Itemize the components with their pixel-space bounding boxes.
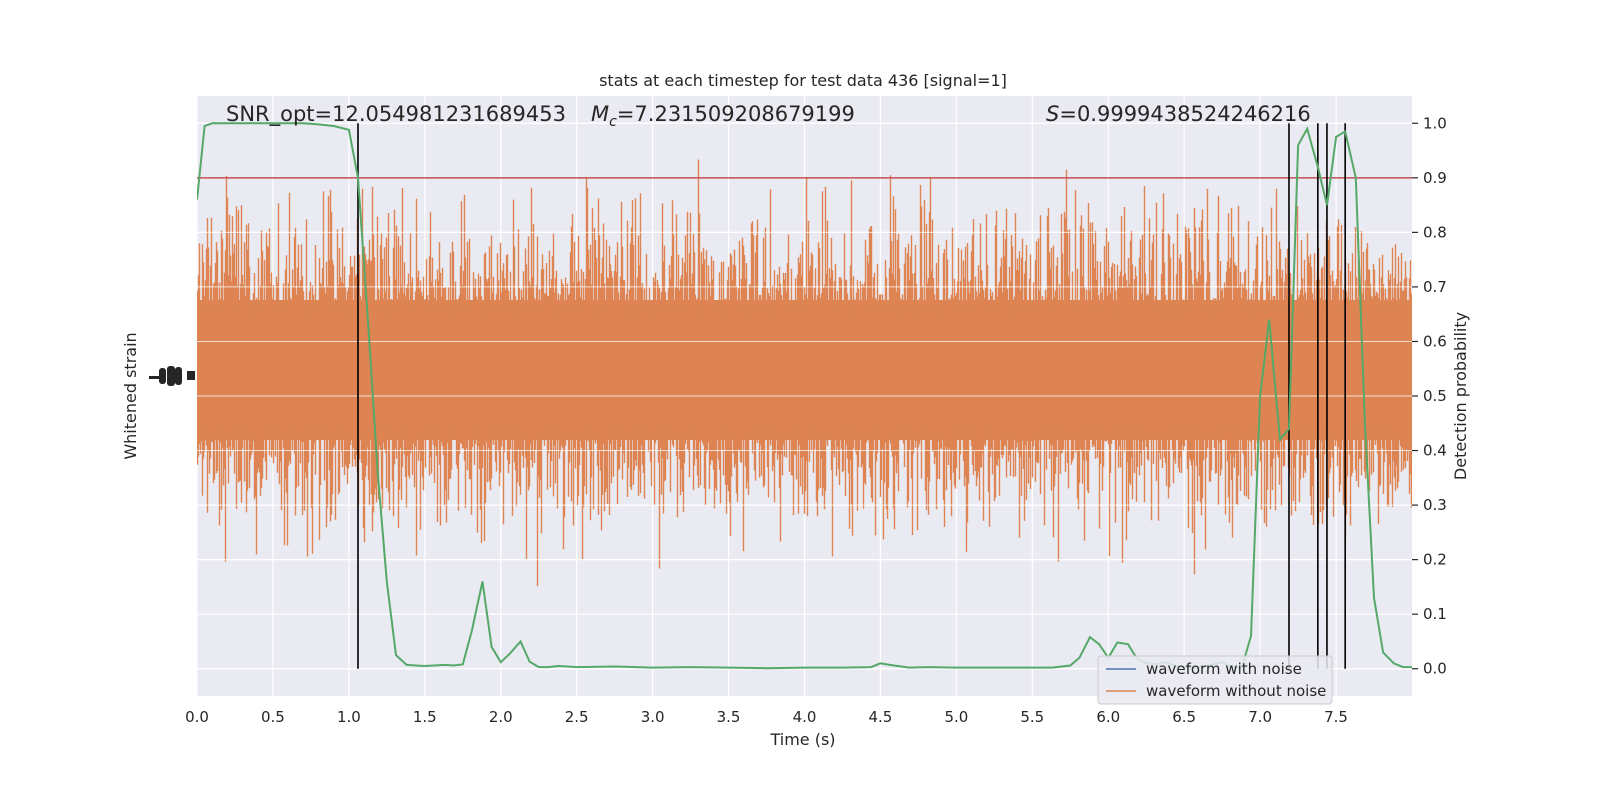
waveform-without-noise-series — [197, 159, 1412, 587]
s-symbol: S — [1046, 102, 1059, 126]
x-tick-label: 6.5 — [1172, 708, 1196, 726]
y-tick-label: 0.6 — [1423, 332, 1447, 350]
y-tick-label: 0.7 — [1423, 278, 1447, 296]
legend-label-without-noise: waveform without noise — [1146, 682, 1326, 700]
x-tick-label: 2.0 — [489, 708, 513, 726]
x-tick-label: 3.0 — [641, 708, 665, 726]
y-tick-label: 0.0 — [1423, 660, 1447, 678]
x-tick-label: 6.0 — [1096, 708, 1120, 726]
detection-probability-line — [197, 122, 1412, 670]
x-tick-label: 4.0 — [793, 708, 817, 726]
waveform-without-noise-trace — [197, 159, 1412, 587]
y-tick-label: 0.5 — [1423, 387, 1447, 405]
s-value: =0.9999438524246216 — [1059, 102, 1310, 126]
vertical-markers — [357, 123, 1346, 669]
y-tick-label: 0.8 — [1423, 223, 1447, 241]
x-tick-label: 1.5 — [413, 708, 437, 726]
x-tick-label: 0.0 — [185, 708, 209, 726]
x-tick-label: 7.5 — [1324, 708, 1348, 726]
x-ticks: 0.0 0.5 1.0 1.5 2.0 2.5 3.0 3.5 4.0 4.5 5.0 5.5 6.0 6… — [185, 708, 1348, 726]
x-axis-label: Time (s) — [769, 730, 835, 749]
x-tick-label: 7.0 — [1248, 708, 1272, 726]
y-tick-label: 0.4 — [1423, 442, 1447, 460]
left-axis-tick-blob — [149, 366, 195, 386]
legend-box — [1097, 655, 1333, 705]
chart-title: stats at each timestep for test data 436… — [599, 71, 1007, 90]
x-tick-label: 0.5 — [261, 708, 285, 726]
x-tick-label: 3.5 — [717, 708, 741, 726]
mc-symbol: M — [591, 102, 609, 126]
mc-subscript: c — [609, 114, 617, 130]
s-annotation: S=0.9999438524246216 — [1046, 102, 1311, 126]
x-tick-label: 2.5 — [565, 708, 589, 726]
y-tick-label: 0.9 — [1423, 169, 1447, 187]
legend-label-with-noise: waveform with noise — [1146, 660, 1302, 678]
mc-annotation: Mc=7.231509208679199 — [591, 102, 855, 130]
right-y-ticks: 0.0 0.1 0.2 0.3 0.4 0.5 0.6 0.7 0.8 0.9 1.0 — [1412, 114, 1447, 678]
y-tick-label: 0.2 — [1423, 551, 1447, 569]
snr-annotation: SNR_opt=12.054981231689453 — [226, 102, 566, 127]
y-tick-label: 1.0 — [1423, 114, 1447, 132]
left-y-axis-label: Whitened strain — [121, 332, 140, 459]
x-tick-label: 1.0 — [337, 708, 361, 726]
x-tick-label: 5.0 — [944, 708, 968, 726]
y-tick-label: 0.1 — [1423, 605, 1447, 623]
x-tick-label: 4.5 — [869, 708, 893, 726]
mc-value: =7.231509208679199 — [617, 102, 855, 126]
right-y-axis-label: Detection probability — [1451, 312, 1470, 480]
legend: waveform with noise waveform without noi… — [1097, 655, 1333, 705]
x-tick-label: 5.5 — [1020, 708, 1044, 726]
y-tick-label: 0.3 — [1423, 496, 1447, 514]
